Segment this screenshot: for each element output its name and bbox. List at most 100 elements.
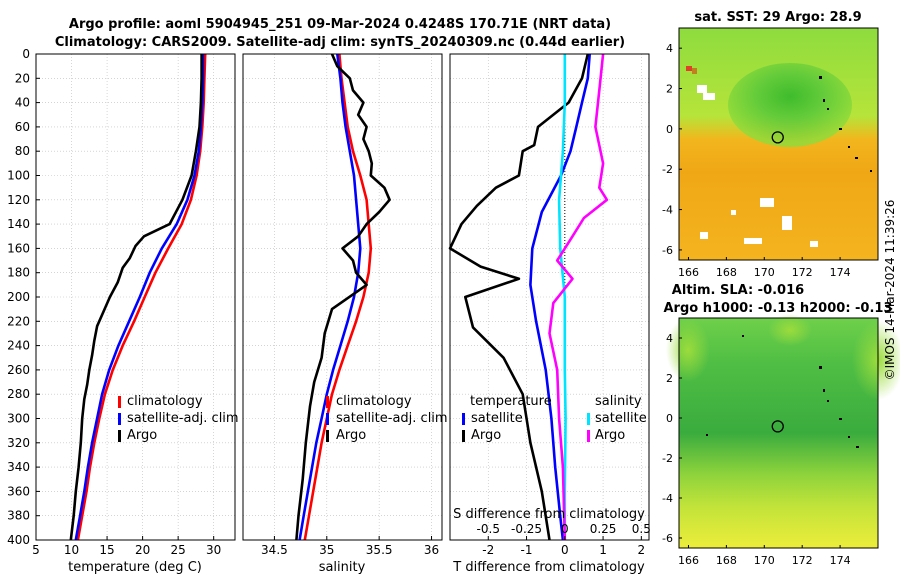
island [870, 170, 872, 172]
sst-map-panel: sat. SST: 29 Argo: 28.9 166 168 170 172 1 [662, 10, 879, 279]
y-tick-label: 220 [7, 314, 30, 328]
lat-tick-label: 0 [666, 412, 673, 425]
sst-gap [760, 198, 774, 207]
difference-series [448, 53, 609, 541]
s-tick-label: 0 [561, 522, 569, 536]
series-line-argo-s-diff [548, 53, 609, 541]
salinity-panel: 34.5 35 35.5 36 salinity climatology satell… [242, 53, 448, 575]
argo-position-marker [771, 420, 784, 433]
series-line-climatology [76, 53, 207, 541]
x-tick-label: 1 [599, 543, 607, 557]
y-tick-label: 120 [7, 193, 30, 207]
legend-climatology-label: climatology [336, 394, 412, 409]
x-tick-label: -2 [482, 543, 494, 557]
lon-tick-label: 168 [716, 554, 737, 567]
lat-tick-label: -6 [662, 532, 673, 545]
legend-climatology-label: climatology [127, 394, 203, 409]
sla-high [852, 320, 900, 400]
sst-missing-data [686, 66, 818, 247]
title-line-1: Argo profile: aoml 5904945_251 09-Mar-20… [69, 17, 611, 32]
series-line-satellite-adj-clim [74, 54, 205, 541]
difference-grid [450, 53, 649, 541]
salinity-xticks: 34.5 35 35.5 36 [261, 536, 439, 557]
y-tick-label: 80 [15, 144, 30, 158]
sst-gap [700, 232, 708, 239]
y-tick-label: 340 [7, 460, 30, 474]
island [823, 389, 825, 392]
y-tick-label: 280 [7, 387, 30, 401]
legend-t-argo-swatch [462, 430, 465, 442]
y-tick-label: 160 [7, 241, 30, 255]
lon-tick-label: 168 [716, 266, 737, 279]
island [819, 366, 822, 369]
lon-tick-label: 170 [754, 266, 775, 279]
island [706, 434, 708, 436]
temperature-series [69, 53, 207, 541]
y-tick-label: 200 [7, 290, 30, 304]
lat-tick-label: 0 [666, 123, 673, 136]
y-tick-label: 360 [7, 484, 30, 498]
difference-xticks: -2 -1 0 1 2 [482, 536, 645, 557]
salinity-xlabel: salinity [319, 560, 366, 575]
lon-tick-label: 166 [678, 554, 699, 567]
lon-tick-label: 172 [792, 266, 813, 279]
lon-tick-label: 174 [830, 266, 851, 279]
difference-legend: temperature salinity satellite Argo sate… [462, 394, 647, 443]
sla-islands [706, 335, 859, 448]
sst-hot-pixel [692, 68, 697, 74]
salinity-legend: climatology satellite-adj. clim Argo [326, 394, 448, 443]
sla-map-subtitle: Argo h1000: -0.13 h2000: -0.13 [663, 301, 892, 316]
series-line-climatology [303, 53, 373, 541]
legend-argo-label: Argo [336, 428, 366, 443]
sst-islands [819, 76, 872, 172]
legend-argo-label: Argo [127, 428, 157, 443]
temperature-grid [35, 53, 235, 541]
s-difference-ticks: -0.5 -0.25 0 0.25 0.5 [477, 522, 651, 536]
salinity-axes-frame [242, 53, 443, 541]
y-tick-label: 60 [15, 120, 30, 134]
title-line-2: Climatology: CARS2009. Satellite-adj cli… [55, 35, 625, 50]
y-tick-label: 0 [22, 47, 30, 61]
island [839, 128, 842, 130]
x-tick-label: 35 [319, 543, 334, 557]
s-tick-label: 0.25 [590, 522, 617, 536]
island [848, 436, 850, 438]
series-line-argo [69, 54, 203, 541]
lat-tick-label: 2 [666, 83, 673, 96]
sst-gap [703, 93, 715, 100]
legend-t-satellite-swatch [462, 413, 465, 425]
sla-field [679, 318, 878, 548]
island [819, 76, 822, 79]
lat-tick-label: 2 [666, 372, 673, 385]
lat-tick-label: 4 [666, 42, 673, 55]
sla-high [666, 318, 710, 382]
temperature-xticks: 5 10 15 20 25 30 [32, 536, 221, 557]
legend-satellite-swatch [326, 413, 329, 425]
x-tick-label: 2 [638, 543, 646, 557]
y-tick-label: 100 [7, 169, 30, 183]
x-tick-label: 36 [424, 543, 439, 557]
sst-hot-pixel [686, 66, 692, 71]
argo-position-marker [771, 131, 784, 144]
island [742, 335, 744, 337]
legend-s-satellite-swatch [587, 413, 590, 425]
sst-lon-ticks: 166 168 170 172 174 [678, 257, 851, 279]
legend-salinity-header: salinity [595, 394, 642, 409]
y-tick-label: 260 [7, 363, 30, 377]
sst-map-frame [678, 27, 879, 261]
y-tick-label: 180 [7, 266, 30, 280]
lat-tick-label: -4 [662, 204, 673, 217]
x-tick-label: 34.5 [261, 543, 288, 557]
y-tick-label: 140 [7, 217, 30, 231]
island [855, 157, 858, 159]
series-line-satellite-s-diff [557, 54, 567, 540]
temperature-xlabel: temperature (deg C) [68, 560, 202, 575]
x-tick-label: 20 [135, 543, 150, 557]
sst-gap [731, 210, 736, 215]
legend-s-satellite-label: satellite [595, 411, 647, 426]
legend-argo-swatch [326, 430, 329, 442]
sst-gap [810, 241, 818, 247]
sla-map-panel: Altim. SLA: -0.016 Argo h1000: -0.13 h20… [662, 283, 900, 567]
island [827, 108, 829, 110]
y-tick-label: 300 [7, 412, 30, 426]
